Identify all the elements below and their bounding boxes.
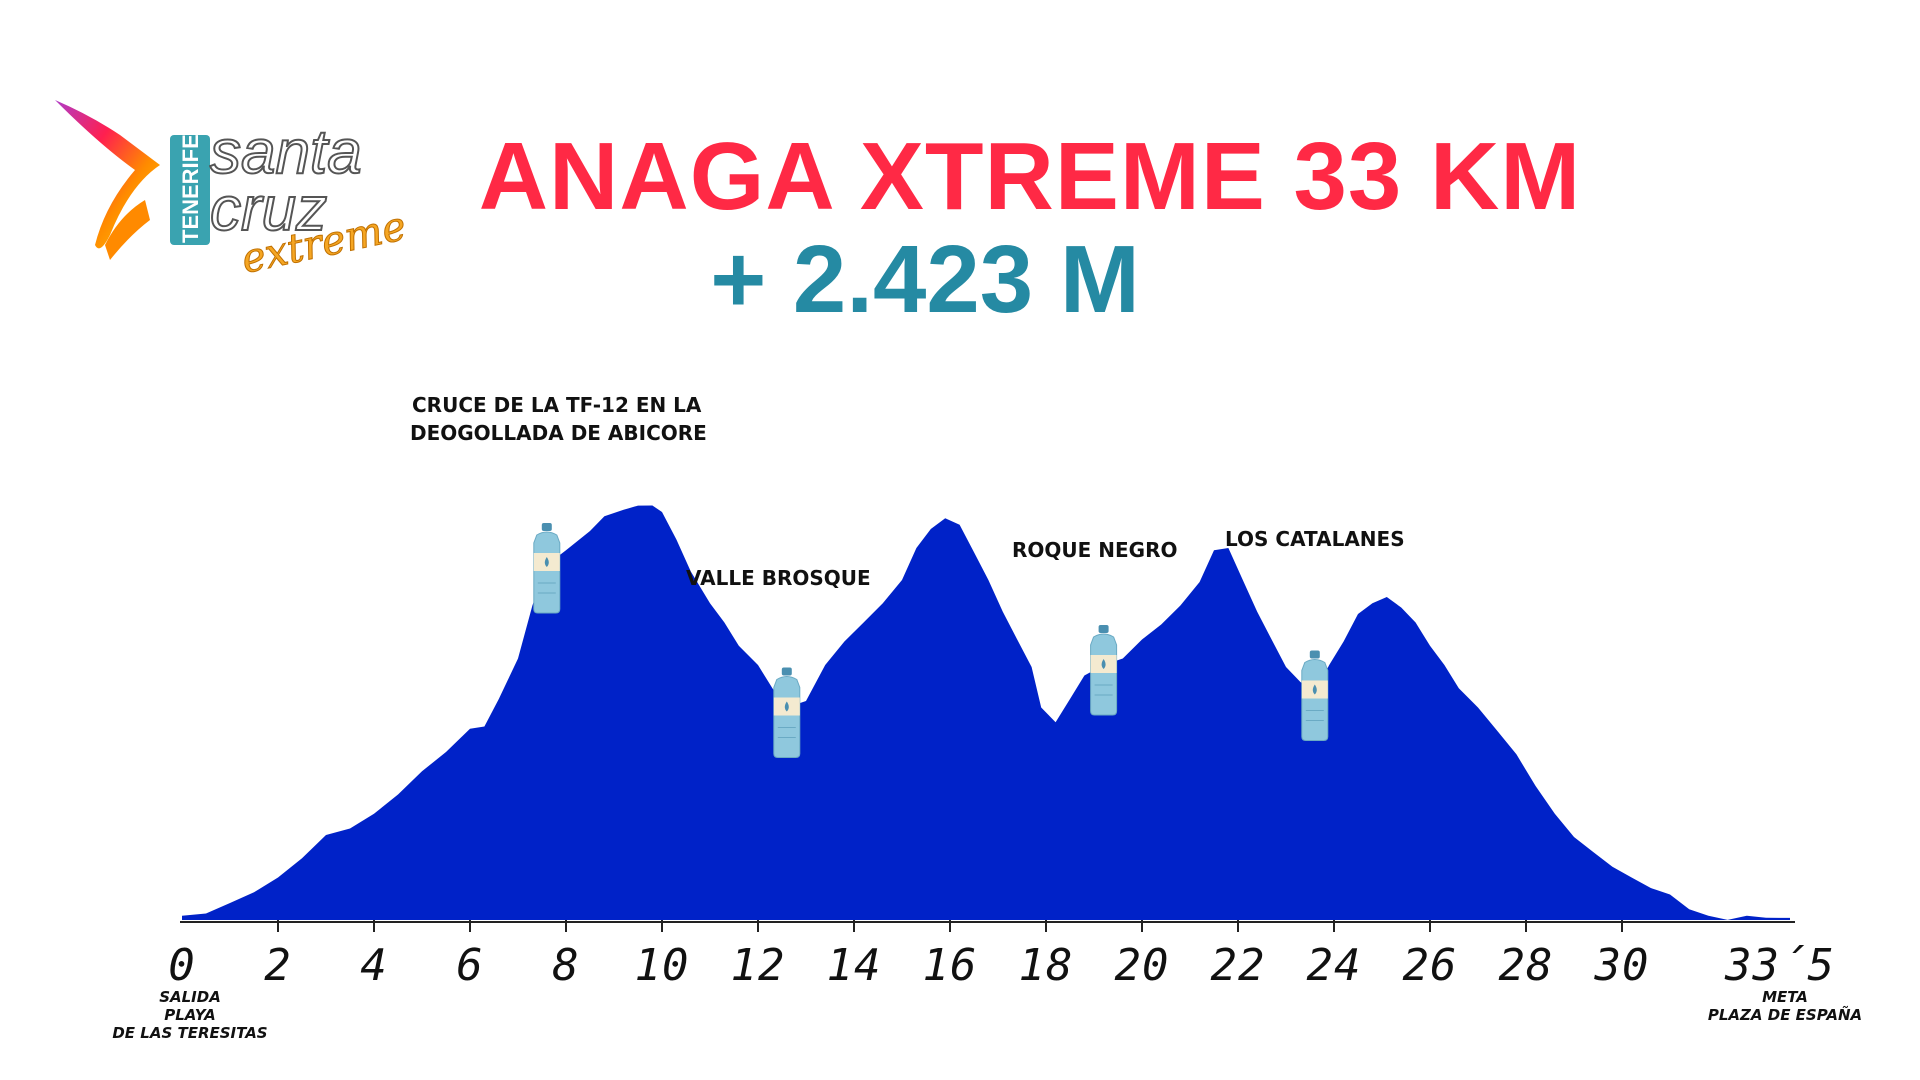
annotation-roque-negro: ROQUE NEGRO [1012, 538, 1178, 562]
x-tick-label: 12 [731, 940, 786, 991]
water-bottle-icon [533, 523, 561, 614]
chart-subtitle: + 2.423 M [710, 226, 1140, 333]
x-tick-label: 2 [264, 940, 292, 991]
logo-line2: cruz [210, 175, 327, 244]
x-tick-label: 30 [1594, 940, 1650, 991]
logo-line1: santa [210, 118, 362, 187]
start-label-line2: PLAYA [164, 1006, 216, 1024]
annotation-cruce-line2: DEOGOLLADA DE ABICORE [410, 421, 707, 445]
x-ticks: 0 2 4 6 8 10 12 14 16 18 20 22 24 26 28 30 33´5 [168, 920, 1835, 991]
logo-badge [170, 135, 210, 245]
chart-title: ANAGA XTREME 33 KM [478, 123, 1582, 230]
water-bottle-icon [773, 667, 801, 758]
x-tick-label: 18 [1019, 940, 1074, 991]
finish-label: META PLAZA DE ESPAÑA [1690, 988, 1880, 1024]
finish-label-line1: META [1762, 988, 1808, 1006]
start-label: SALIDA PLAYA DE LAS TERESITAS [95, 988, 285, 1042]
annotation-los-catalanes: LOS CATALANES [1225, 527, 1405, 551]
x-tick-label: 14 [827, 940, 882, 991]
water-points [533, 523, 1329, 758]
start-label-line1: SALIDA [159, 988, 221, 1006]
x-tick-label: 16 [923, 940, 978, 991]
finish-label-line2: PLAZA DE ESPAÑA [1707, 1006, 1863, 1024]
annotation-valle-brosque: VALLE BROSQUE [686, 566, 871, 590]
annotation-cruce-line1: CRUCE DE LA TF-12 EN LA [412, 393, 702, 417]
x-tick-label: 26 [1403, 940, 1458, 991]
x-tick-label: 6 [456, 940, 484, 991]
x-tick-label: 22 [1211, 940, 1266, 991]
x-tick-label: 0 [168, 940, 196, 991]
x-tick-label: 33´5 [1724, 940, 1835, 991]
x-tick-label: 28 [1499, 940, 1554, 991]
x-tick-label: 20 [1115, 940, 1170, 991]
water-bottle-icon [1301, 650, 1329, 741]
x-tick-label: 8 [552, 940, 580, 991]
elevation-area-layer [182, 505, 1790, 920]
elevation-area [182, 505, 1790, 920]
start-label-line3: DE LAS TERESITAS [112, 1024, 268, 1042]
logo-swoosh [55, 100, 160, 249]
logo-side-text: TENERIFE [178, 134, 203, 243]
x-tick-label: 10 [635, 940, 690, 991]
x-tick-label: 4 [360, 940, 388, 991]
water-bottle-icon [1090, 625, 1118, 716]
x-tick-label: 24 [1307, 940, 1362, 991]
santa-cruz-extreme-logo: TENERIFE santa cruz extreme [55, 100, 410, 283]
